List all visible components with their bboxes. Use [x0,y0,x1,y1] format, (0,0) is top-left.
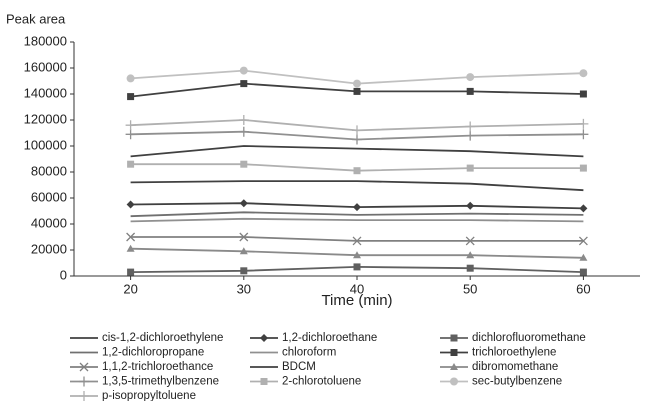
x-tick-label: 40 [350,281,364,296]
marker [466,201,475,210]
marker [466,73,475,82]
marker [466,87,474,95]
marker [79,391,89,401]
marker [352,125,362,136]
marker [465,130,476,141]
legend-label: sec-butylbenzene [472,376,562,388]
marker [126,74,135,83]
marker [579,253,588,261]
legend-label: chloroform [282,347,336,359]
y-tick-label: 20000 [31,241,67,256]
marker [260,334,268,342]
series-line [130,211,584,218]
x-tick-label: 20 [123,281,137,296]
legend-label: cis-1,2-dichloroethylene [102,332,223,344]
marker [79,362,89,372]
marker [240,160,248,168]
marker [260,378,268,385]
marker [579,90,587,98]
marker [126,232,136,242]
marker [127,93,135,101]
marker [450,377,458,386]
legend-label: p-isopropyltoluene [102,390,196,401]
x-tick-label: 30 [237,281,251,296]
marker [352,236,362,246]
marker [450,334,458,342]
marker [466,251,475,259]
marker [240,267,248,275]
marker [125,120,136,131]
y-tick-label: 60000 [31,189,67,204]
marker [239,232,249,242]
y-axis-title: Peak area [6,11,66,26]
marker [126,200,135,209]
marker [79,376,89,387]
marker [578,129,589,140]
y-tick-label: 180000 [24,33,67,48]
marker [127,268,135,276]
marker [238,115,249,125]
marker [353,251,361,259]
legend-label: BDCM [282,361,316,373]
marker [239,199,248,208]
legend-label: dibromomethane [472,361,558,373]
marker [239,66,248,75]
marker [466,164,474,172]
marker [238,126,249,137]
legend-label: 1,2-dichloroethane [282,332,377,344]
marker [579,164,587,172]
legend-label: 1,3,5-trimethylbenzene [102,376,219,388]
x-tick-label: 60 [576,281,590,296]
marker [353,203,361,212]
marker [578,236,588,246]
marker [465,236,475,246]
marker [353,87,361,95]
marker [353,79,361,88]
marker [579,204,588,213]
marker [466,264,474,272]
y-tick-label: 140000 [24,85,67,100]
series-line [130,180,584,192]
y-tick-label: 40000 [31,215,67,230]
y-tick-label: 100000 [24,137,67,152]
marker [352,134,362,145]
marker [126,244,135,252]
series-line [130,217,584,223]
y-tick-label: 120000 [24,111,67,126]
marker [353,263,361,271]
marker [579,69,588,78]
x-axis-title: Time (min) [321,292,392,309]
marker [579,268,587,276]
marker [465,121,476,132]
y-tick-label: 80000 [31,163,67,178]
marker [239,247,248,255]
legend-label: 1,1,2-trichloroethance [102,361,213,373]
series-line [130,145,584,158]
legend-label: dichlorofluoromethane [472,332,586,344]
marker [578,118,589,129]
marker [127,160,135,168]
marker [450,349,458,356]
marker [125,129,136,140]
legend: cis-1,2-dichloroethylene 1,2-dichloroetha… [70,332,586,401]
legend-label: 1,2-dichloropropane [102,347,204,359]
x-tick-label: 50 [463,281,477,296]
y-tick-label: 160000 [24,59,67,74]
legend-label: 2-chlorotoluene [282,376,361,388]
marker [240,80,248,88]
marker [450,363,458,370]
marker [353,167,361,175]
y-tick-label: 0 [60,267,67,282]
legend-label: trichloroethylene [472,347,556,359]
